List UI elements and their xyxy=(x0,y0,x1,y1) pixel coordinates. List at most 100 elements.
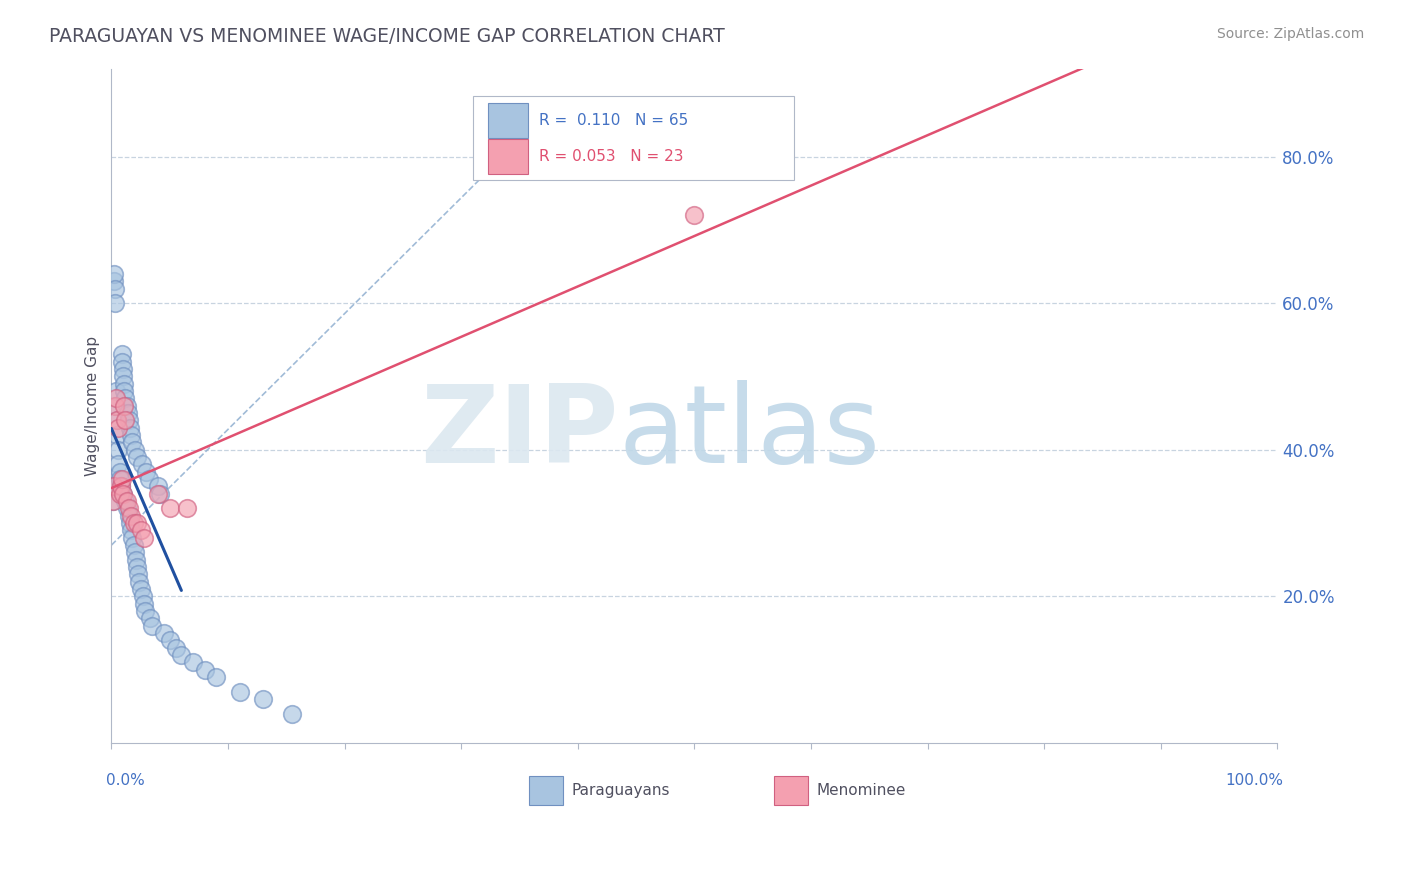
Point xyxy=(118,413,141,427)
Text: R =  0.110   N = 65: R = 0.110 N = 65 xyxy=(540,113,689,128)
Point xyxy=(101,479,124,493)
Point xyxy=(111,472,134,486)
Point xyxy=(112,399,135,413)
FancyBboxPatch shape xyxy=(773,776,807,805)
Point xyxy=(146,487,169,501)
Point xyxy=(107,421,129,435)
Point xyxy=(108,465,131,479)
Point xyxy=(120,516,142,530)
Text: R = 0.053   N = 23: R = 0.053 N = 23 xyxy=(540,149,683,164)
Point xyxy=(129,582,152,596)
Point xyxy=(252,692,274,706)
Point xyxy=(104,296,127,310)
Point xyxy=(120,421,142,435)
Point xyxy=(149,487,172,501)
Point xyxy=(124,545,146,559)
Point xyxy=(125,560,148,574)
Point xyxy=(105,413,128,427)
Point xyxy=(112,369,135,384)
Point xyxy=(120,524,142,538)
Point xyxy=(120,508,142,523)
Point xyxy=(104,399,127,413)
Text: ZIP: ZIP xyxy=(420,380,619,486)
Point xyxy=(124,442,146,457)
Y-axis label: Wage/Income Gap: Wage/Income Gap xyxy=(86,335,100,476)
Point xyxy=(103,274,125,288)
Point xyxy=(121,531,143,545)
Point xyxy=(132,531,155,545)
Point xyxy=(110,479,132,493)
Point xyxy=(105,384,128,399)
FancyBboxPatch shape xyxy=(529,776,562,805)
Point xyxy=(115,494,138,508)
Point xyxy=(135,465,157,479)
Point xyxy=(117,406,139,420)
Point xyxy=(111,355,134,369)
Point xyxy=(138,472,160,486)
Point xyxy=(125,450,148,465)
Point xyxy=(122,516,145,530)
Point xyxy=(112,376,135,391)
Point xyxy=(141,619,163,633)
Point xyxy=(112,384,135,399)
Point xyxy=(165,640,187,655)
Text: Menominee: Menominee xyxy=(817,783,907,797)
Point xyxy=(118,501,141,516)
Text: 100.0%: 100.0% xyxy=(1225,772,1284,788)
Point xyxy=(105,399,128,413)
Point xyxy=(134,604,156,618)
Point xyxy=(125,516,148,530)
Point xyxy=(114,413,136,427)
Point xyxy=(111,347,134,361)
Point xyxy=(107,442,129,457)
Point xyxy=(112,362,135,376)
Point xyxy=(110,487,132,501)
Point xyxy=(132,597,155,611)
Text: PARAGUAYAN VS MENOMINEE WAGE/INCOME GAP CORRELATION CHART: PARAGUAYAN VS MENOMINEE WAGE/INCOME GAP … xyxy=(49,27,725,45)
Point xyxy=(115,399,138,413)
Point xyxy=(105,392,128,406)
FancyBboxPatch shape xyxy=(472,95,793,180)
Point xyxy=(132,590,155,604)
Point xyxy=(101,494,124,508)
Point xyxy=(105,413,128,427)
Point xyxy=(125,553,148,567)
FancyBboxPatch shape xyxy=(488,138,527,174)
Point xyxy=(120,428,142,442)
Point xyxy=(159,633,181,648)
Point xyxy=(683,208,706,222)
Point xyxy=(281,706,304,721)
Point xyxy=(114,392,136,406)
Point xyxy=(159,501,181,516)
Point xyxy=(105,428,128,442)
Point xyxy=(139,611,162,625)
Point xyxy=(127,567,149,582)
Point xyxy=(129,524,152,538)
Point xyxy=(176,501,198,516)
Point xyxy=(110,479,132,493)
Text: 0.0%: 0.0% xyxy=(105,772,145,788)
Text: atlas: atlas xyxy=(619,380,880,486)
Point xyxy=(108,472,131,486)
Point xyxy=(181,656,204,670)
Point xyxy=(103,267,125,281)
Point xyxy=(115,501,138,516)
Point xyxy=(146,479,169,493)
Point xyxy=(153,626,176,640)
Point xyxy=(170,648,193,662)
Point xyxy=(114,494,136,508)
Point xyxy=(108,487,131,501)
Point xyxy=(128,574,150,589)
Text: Source: ZipAtlas.com: Source: ZipAtlas.com xyxy=(1216,27,1364,41)
Point xyxy=(112,487,135,501)
Point xyxy=(107,458,129,472)
Text: Paraguayans: Paraguayans xyxy=(572,783,671,797)
Point xyxy=(228,685,250,699)
Point xyxy=(112,487,135,501)
Point xyxy=(131,458,153,472)
Point xyxy=(121,435,143,450)
Point xyxy=(205,670,228,684)
Point xyxy=(118,508,141,523)
Point xyxy=(103,479,125,493)
Point xyxy=(122,538,145,552)
